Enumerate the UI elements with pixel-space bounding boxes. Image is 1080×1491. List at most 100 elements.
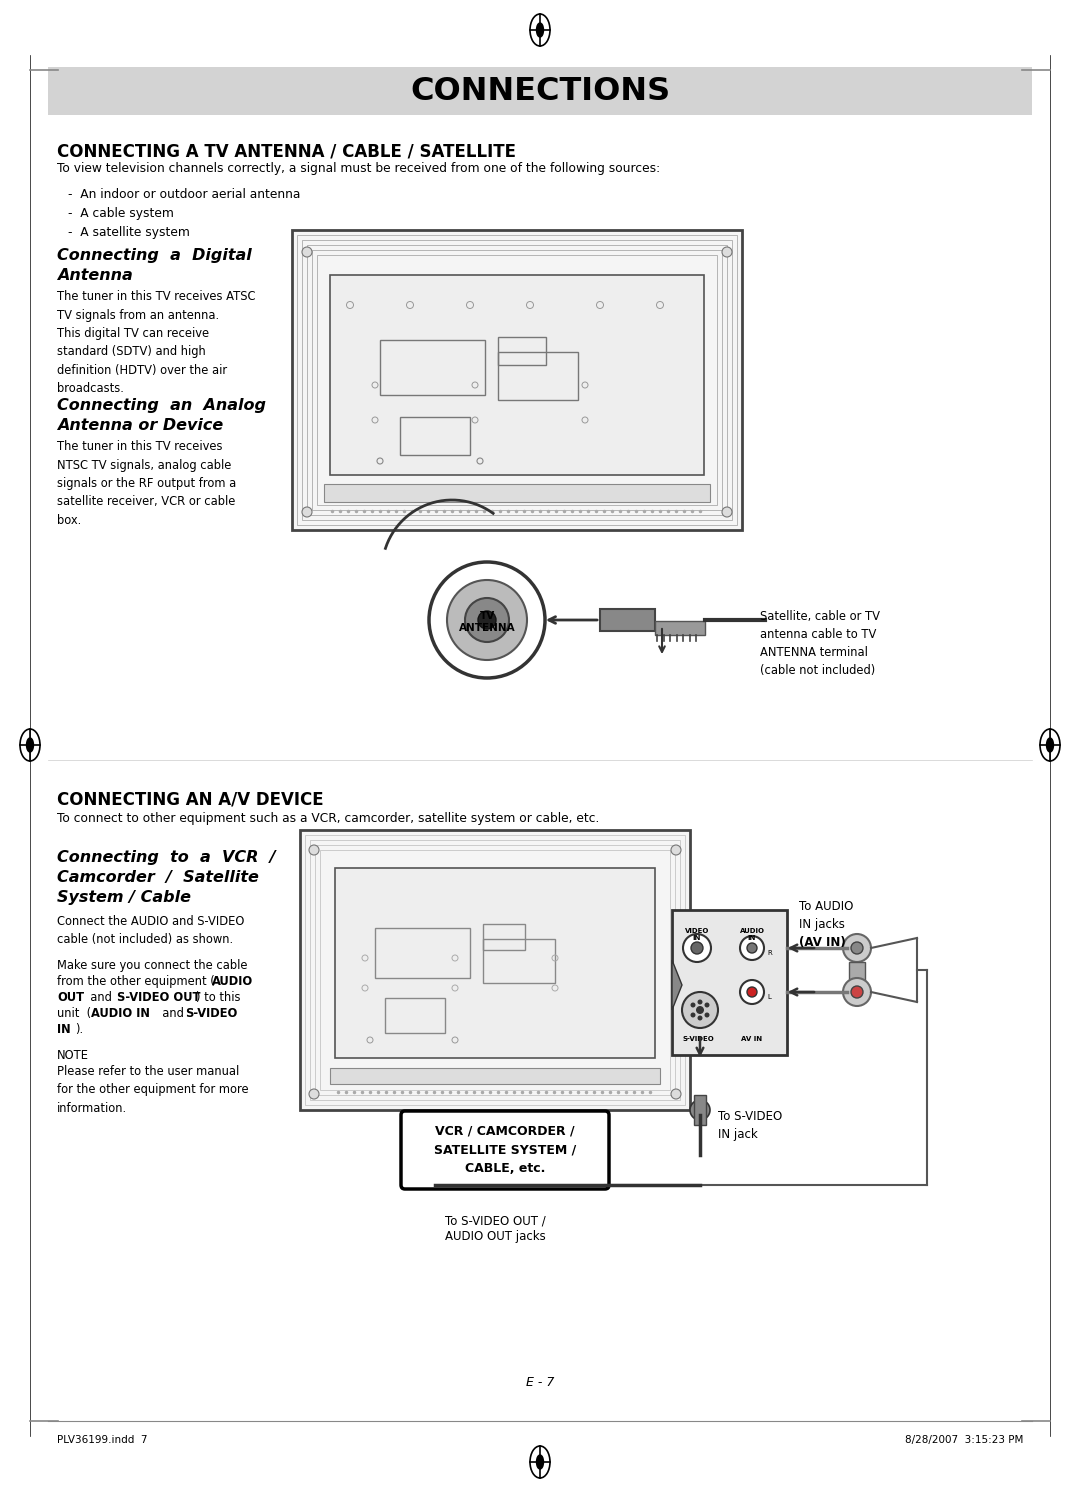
Circle shape	[302, 507, 312, 517]
Circle shape	[690, 1002, 696, 1008]
Text: Connecting  a  Digital: Connecting a Digital	[57, 248, 252, 262]
Text: -  An indoor or outdoor aerial antenna: - An indoor or outdoor aerial antenna	[68, 188, 300, 201]
Text: Antenna or Device: Antenna or Device	[57, 417, 224, 432]
Circle shape	[671, 1088, 681, 1099]
Bar	[375, 927, 470, 978]
Text: TV
ANTENNA: TV ANTENNA	[459, 611, 515, 632]
Circle shape	[747, 942, 757, 953]
Text: Please refer to the user manual
for the other equipment for more
information.: Please refer to the user manual for the …	[57, 1065, 248, 1115]
Text: Make sure you connect the cable: Make sure you connect the cable	[57, 959, 247, 972]
Circle shape	[698, 999, 702, 1005]
Text: CONNECTING A TV ANTENNA / CABLE / SATELLITE: CONNECTING A TV ANTENNA / CABLE / SATELL…	[57, 143, 516, 161]
Text: R: R	[767, 950, 772, 956]
Bar	[400, 417, 470, 455]
Bar	[307, 245, 727, 514]
Bar	[320, 850, 670, 1090]
Text: unit  (: unit (	[57, 1006, 91, 1020]
Text: and: and	[83, 992, 119, 1003]
Bar	[450, 1109, 540, 1145]
Text: IN jacks: IN jacks	[799, 918, 845, 930]
Text: AV IN: AV IN	[742, 1036, 762, 1042]
Circle shape	[309, 845, 319, 854]
Text: Connecting  an  Analog: Connecting an Analog	[57, 398, 266, 413]
Text: (AV IN): (AV IN)	[799, 936, 846, 948]
Bar	[654, 620, 705, 635]
Bar	[380, 340, 485, 395]
Ellipse shape	[1047, 738, 1053, 751]
Text: VCR / CAMCORDER /
SATELLITE SYSTEM /
CABLE, etc.: VCR / CAMCORDER / SATELLITE SYSTEM / CAB…	[434, 1124, 576, 1175]
Bar	[310, 839, 680, 1100]
Circle shape	[429, 562, 545, 678]
Text: Antenna: Antenna	[57, 268, 133, 283]
Circle shape	[683, 933, 711, 962]
Circle shape	[691, 942, 703, 954]
Text: CONNECTIONS: CONNECTIONS	[410, 76, 670, 106]
Text: NOTE: NOTE	[57, 1050, 89, 1062]
Text: IN: IN	[57, 1023, 70, 1036]
Bar	[430, 1145, 561, 1160]
Circle shape	[681, 992, 718, 1027]
Bar	[460, 1109, 530, 1135]
Bar	[330, 274, 704, 476]
Text: -  A satellite system: - A satellite system	[68, 227, 190, 239]
Bar	[297, 236, 737, 525]
Text: VIDEO
IN: VIDEO IN	[685, 927, 710, 941]
Circle shape	[747, 987, 757, 997]
Bar	[498, 352, 578, 400]
Circle shape	[309, 1088, 319, 1099]
Text: Connect the AUDIO and S-VIDEO
cable (not included) as shown.: Connect the AUDIO and S-VIDEO cable (not…	[57, 915, 244, 947]
Text: AUDIO IN: AUDIO IN	[91, 1006, 150, 1020]
Bar	[315, 845, 675, 1094]
Text: To view television channels correctly, a signal must be received from one of the: To view television channels correctly, a…	[57, 163, 660, 174]
Text: CONNECTING AN A/V DEVICE: CONNECTING AN A/V DEVICE	[57, 790, 324, 808]
Bar	[302, 240, 732, 520]
Text: 8/28/2007  3:15:23 PM: 8/28/2007 3:15:23 PM	[905, 1434, 1023, 1445]
Circle shape	[696, 1006, 704, 1014]
Circle shape	[704, 1002, 710, 1008]
Text: The tuner in this TV receives
NTSC TV signals, analog cable
signals or the RF ou: The tuner in this TV receives NTSC TV si…	[57, 440, 237, 526]
Circle shape	[851, 986, 863, 997]
Text: and: and	[156, 1006, 191, 1020]
Bar	[849, 962, 865, 983]
Text: S-VIDEO OUT: S-VIDEO OUT	[117, 992, 201, 1003]
Ellipse shape	[537, 1455, 543, 1469]
Circle shape	[690, 1012, 696, 1017]
Text: S-VIDEO: S-VIDEO	[683, 1036, 714, 1042]
Bar	[318, 255, 717, 505]
Ellipse shape	[27, 738, 33, 751]
Text: System / Cable: System / Cable	[57, 890, 191, 905]
Text: Connecting  to  a  VCR  /: Connecting to a VCR /	[57, 850, 275, 865]
Circle shape	[843, 978, 870, 1006]
Text: To S-VIDEO OUT /
AUDIO OUT jacks: To S-VIDEO OUT / AUDIO OUT jacks	[445, 1215, 545, 1243]
Circle shape	[302, 248, 312, 256]
Circle shape	[698, 1015, 702, 1020]
Circle shape	[723, 507, 732, 517]
Bar	[694, 1094, 706, 1126]
Circle shape	[690, 1100, 710, 1120]
Circle shape	[740, 936, 764, 960]
Text: Camcorder  /  Satellite: Camcorder / Satellite	[57, 871, 259, 886]
Text: To S-VIDEO: To S-VIDEO	[718, 1109, 782, 1123]
Bar	[498, 337, 546, 365]
Text: ) to this: ) to this	[195, 992, 241, 1003]
Circle shape	[843, 933, 870, 962]
Bar	[292, 230, 742, 529]
Text: To AUDIO: To AUDIO	[799, 901, 853, 912]
Text: IN jack: IN jack	[718, 1129, 758, 1141]
Text: E - 7: E - 7	[526, 1376, 554, 1388]
Text: -  A cable system: - A cable system	[68, 207, 174, 221]
Circle shape	[465, 598, 509, 643]
Bar	[849, 938, 865, 959]
Circle shape	[447, 580, 527, 661]
Bar	[305, 835, 685, 1105]
Bar	[600, 608, 654, 631]
Text: PLV36199.indd  7: PLV36199.indd 7	[57, 1434, 148, 1445]
Circle shape	[723, 248, 732, 256]
Bar	[300, 830, 690, 1109]
Text: To connect to other equipment such as a VCR, camcorder, satellite system or cabl: To connect to other equipment such as a …	[57, 813, 599, 825]
Polygon shape	[672, 960, 681, 1009]
Circle shape	[478, 611, 496, 629]
Text: from the other equipment (: from the other equipment (	[57, 975, 215, 989]
Text: L: L	[767, 994, 771, 1000]
Bar	[335, 868, 654, 1059]
